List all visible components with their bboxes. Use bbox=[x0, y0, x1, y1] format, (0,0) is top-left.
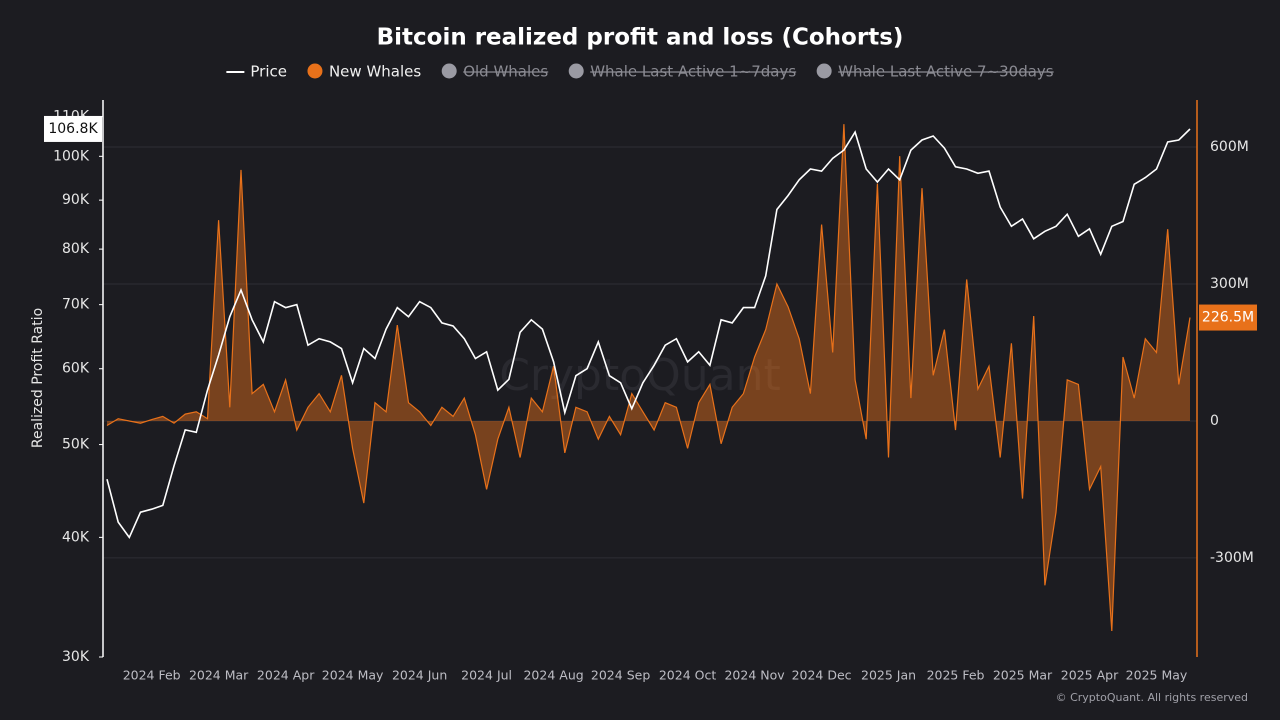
y2-tick-label: 300M bbox=[1210, 276, 1249, 292]
x-tick-label: 2025 Mar bbox=[993, 668, 1053, 683]
y-tick-label: 100K bbox=[53, 148, 90, 164]
legend: Price New Whales Old Whales Whale Last Acti… bbox=[226, 63, 1054, 81]
legend-label: Price bbox=[250, 63, 287, 81]
y-tick-label: 90K bbox=[62, 192, 90, 208]
chart-title: Bitcoin realized profit and loss (Cohort… bbox=[377, 25, 904, 51]
watermark: CryptoQuant bbox=[499, 350, 781, 401]
price-line bbox=[106, 128, 1191, 539]
legend-swatch bbox=[816, 63, 832, 79]
x-tick-label: 2024 Dec bbox=[792, 668, 852, 683]
legend-swatch bbox=[568, 63, 584, 79]
x-tick-label: 2025 Apr bbox=[1061, 668, 1119, 683]
y2-tick-label: 600M bbox=[1210, 139, 1249, 155]
x-tick-label: 2025 Jan bbox=[861, 668, 916, 683]
y-tick-label: 70K bbox=[62, 297, 90, 313]
legend-item[interactable]: Old Whales bbox=[441, 63, 549, 81]
x-tick-label: 2024 Mar bbox=[189, 668, 249, 683]
x-tick-label: 2024 Oct bbox=[659, 668, 716, 683]
value-label: 106.8K bbox=[48, 121, 98, 137]
legend-label: New Whales bbox=[329, 63, 421, 81]
value-label: 226.5M bbox=[1202, 310, 1254, 326]
legend-item[interactable]: Whale Last Active 7~30days bbox=[816, 63, 1054, 81]
x-tick-label: 2024 Apr bbox=[257, 668, 315, 683]
legend-item[interactable]: Whale Last Active 1~7days bbox=[568, 63, 797, 81]
copyright: © CryptoQuant. All rights reserved bbox=[1056, 691, 1248, 704]
value-label-box bbox=[44, 115, 102, 142]
y-tick-label: 30K bbox=[62, 649, 90, 665]
whale-line bbox=[106, 124, 1191, 632]
x-tick-label: 2025 Feb bbox=[927, 668, 985, 683]
x-tick-label: 2024 Jul bbox=[461, 668, 512, 683]
legend-item[interactable]: New Whales bbox=[307, 63, 421, 81]
y2-tick-label: -300M bbox=[1210, 550, 1254, 566]
x-tick-label: 2025 May bbox=[1126, 668, 1188, 683]
y-tick-label: 60K bbox=[62, 361, 90, 377]
legend-swatch bbox=[307, 63, 323, 79]
y-tick-label: 80K bbox=[62, 241, 90, 257]
y2-tick-label: 0 bbox=[1210, 413, 1219, 429]
x-tick-label: 2024 Aug bbox=[523, 668, 583, 683]
value-label-box bbox=[1199, 304, 1257, 331]
y-tick-label: 40K bbox=[62, 529, 90, 545]
legend-swatch bbox=[441, 63, 457, 79]
y-axis-label: Realized Profit Ratio bbox=[30, 308, 46, 448]
x-tick-label: 2024 Nov bbox=[724, 668, 785, 683]
x-tick-label: 2024 Feb bbox=[123, 668, 181, 683]
y-tick-label: 50K bbox=[62, 437, 90, 453]
x-tick-label: 2024 Sep bbox=[591, 668, 650, 683]
x-tick-label: 2024 Jun bbox=[392, 668, 447, 683]
x-tick-label: 2024 May bbox=[322, 668, 384, 683]
legend-item[interactable]: Price bbox=[226, 63, 287, 81]
